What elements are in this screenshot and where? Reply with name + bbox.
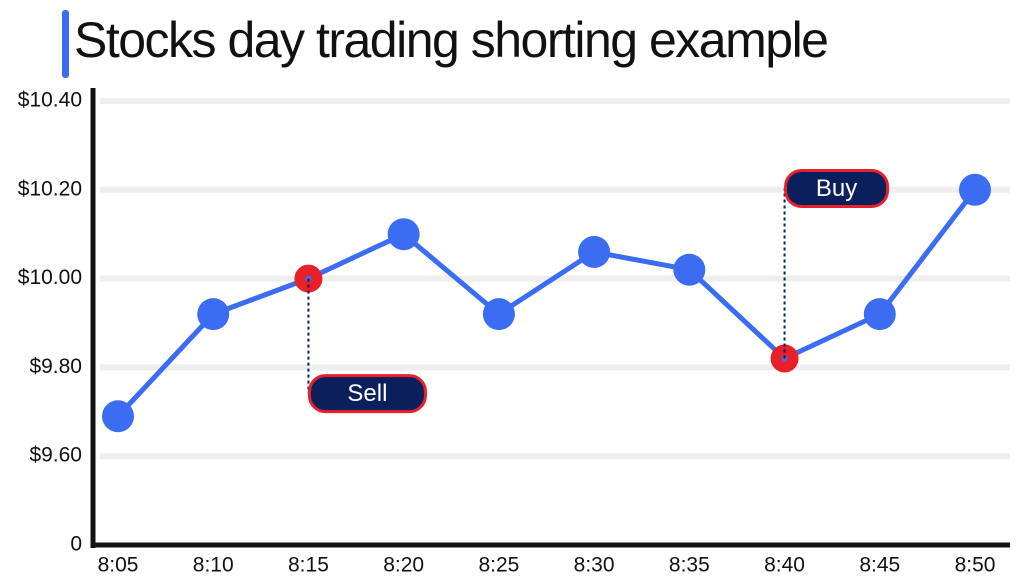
title-accent <box>62 10 69 78</box>
point-marker <box>102 400 134 433</box>
point-marker <box>863 298 896 331</box>
point-marker <box>387 218 420 251</box>
point-marker <box>673 253 706 286</box>
x-tick-label: 8:40 <box>764 554 805 577</box>
line <box>116 188 977 418</box>
y-tick-label: $9.80 <box>29 355 82 378</box>
x-tick-label: 8:25 <box>478 554 519 577</box>
x-tick-label: 8:45 <box>859 554 900 577</box>
x-tick-label: 8:15 <box>288 554 329 577</box>
annotation-label: Sell <box>347 380 387 407</box>
y-tick-label: $9.60 <box>29 444 82 467</box>
annotation-label: Buy <box>816 175 857 202</box>
y-tick-label: $10.20 <box>18 177 82 200</box>
y-tick-label: $10.40 <box>18 89 82 112</box>
y-tick-label: $10.00 <box>18 266 82 289</box>
point-marker <box>482 298 515 331</box>
annotation-box <box>307 374 427 414</box>
x-tick-label: 8:20 <box>383 554 424 577</box>
x-tick-label: 8:35 <box>669 554 710 577</box>
point-marker <box>578 235 611 268</box>
point-marker <box>197 298 230 331</box>
y-tick-label: 0 <box>70 533 82 556</box>
x-tick-label: 8:50 <box>955 554 996 577</box>
chart-title: Stocks day trading shorting example <box>74 12 827 68</box>
annotation-box <box>784 169 890 209</box>
x-tick-label: 8:30 <box>574 554 615 577</box>
x-tick-label: 8:05 <box>98 554 139 577</box>
x-tick-label: 8:10 <box>193 554 234 577</box>
point-marker <box>959 173 991 206</box>
